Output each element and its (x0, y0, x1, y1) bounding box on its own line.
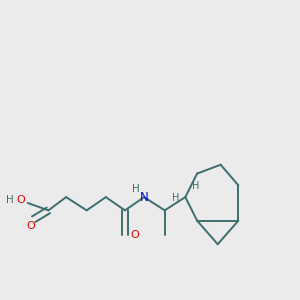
Text: O: O (16, 195, 25, 205)
Text: H: H (172, 193, 179, 203)
Text: H: H (192, 181, 199, 190)
Text: N: N (140, 190, 148, 204)
Text: H: H (6, 195, 14, 205)
Text: H: H (132, 184, 140, 194)
Text: O: O (130, 230, 139, 240)
Text: O: O (26, 221, 35, 231)
